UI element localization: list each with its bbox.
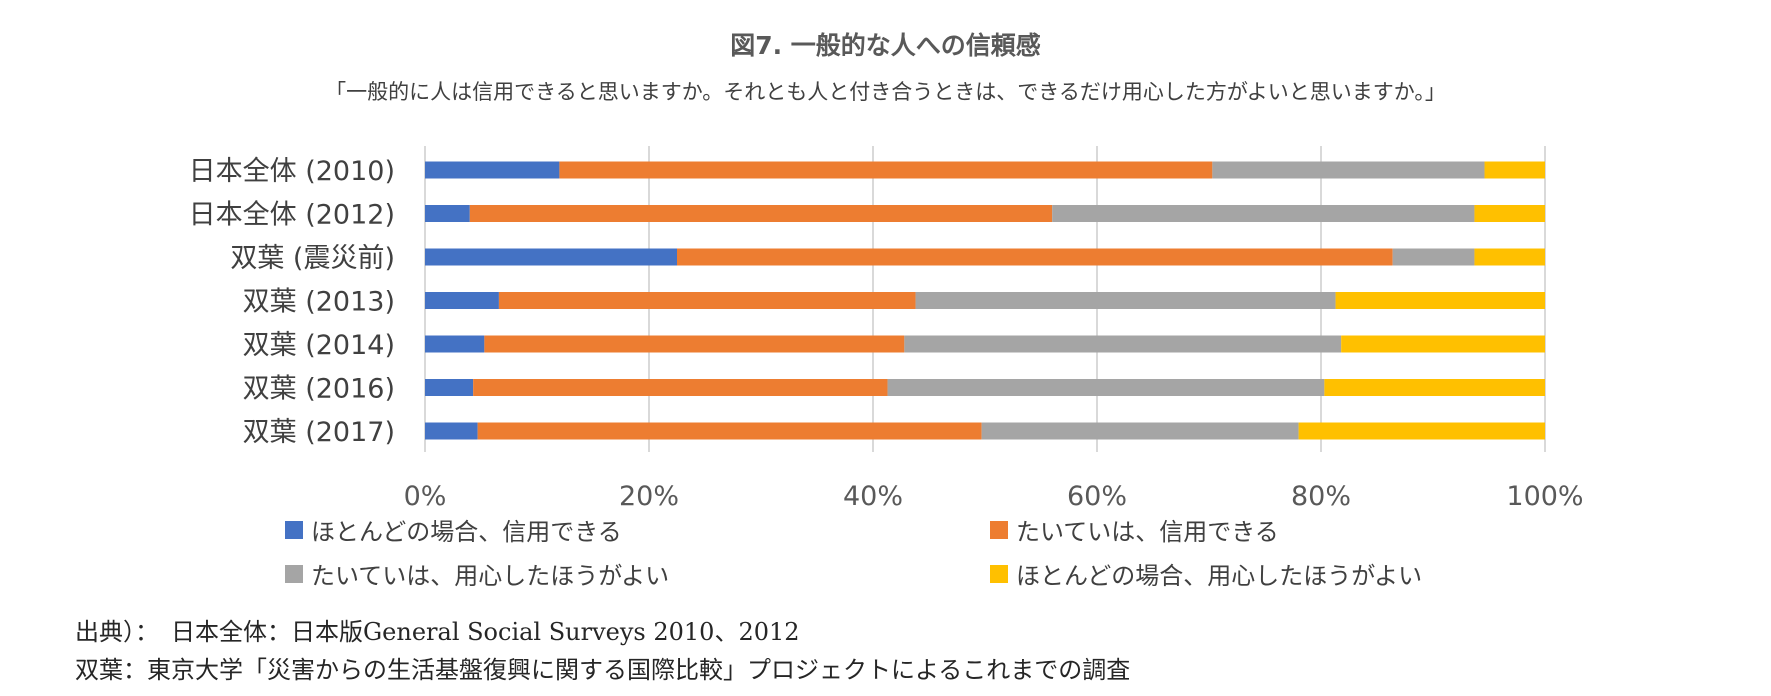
bar-segment [425,379,474,396]
bar-segment [559,161,1213,179]
bar-segment [981,422,1299,440]
legend-swatch [285,520,303,539]
bar-segment [473,379,888,396]
bar-segment [904,335,1342,353]
category-label: 双葉 (2017) [243,417,395,448]
bar-segment [425,161,560,179]
x-tick-label: 20% [619,481,679,512]
bar-segment [915,292,1336,309]
legend-item: たいていは、用心したほうがよい [285,556,669,591]
bar-segment [477,422,982,440]
bars [425,161,1545,440]
source-line-2: 双葉：東京大学「災害からの生活基盤復興に関する国際比較」プロジェクトによるこれま… [75,656,1131,684]
legend-item: ほとんどの場合、信用できる [285,512,622,547]
bar-segment [887,379,1325,396]
legend-label: ほとんどの場合、用心したほうがよい [1016,562,1423,590]
bar-segment [469,205,1053,222]
bar-segment [425,205,470,222]
x-tick-label: 40% [843,481,903,512]
bar-segment [1212,161,1485,179]
legend-swatch [990,520,1008,539]
x-tick-label: 80% [1291,481,1351,512]
bar-segment [425,422,478,440]
bar-segment [677,248,1393,266]
legend-item: たいていは、信用できる [990,512,1279,547]
bar-segment [484,335,905,353]
bar-segment [1052,205,1475,222]
x-tick-labels: 0% 20% 40% 60% 80% 100% [404,481,1584,512]
legend-label: たいていは、用心したほうがよい [311,562,670,590]
category-label: 双葉 (震災前) [230,243,395,274]
bar-segment [1335,292,1545,309]
bar-segment [1324,379,1545,396]
x-tick-label: 60% [1067,481,1127,512]
category-label: 日本全体 (2010) [189,156,395,187]
legend-label: たいていは、信用できる [1016,518,1279,546]
bar-segment [425,292,499,309]
bar-segment [1474,205,1545,222]
bar-segment [1474,248,1545,266]
category-label: 双葉 (2013) [243,287,395,318]
legend-swatch [285,564,303,583]
category-label: 双葉 (2016) [243,374,395,405]
x-tick-label: 100% [1506,481,1583,512]
bar-segment [1484,161,1545,179]
category-labels: 日本全体 (2010) 日本全体 (2012) 双葉 (震災前) 双葉 (2013) 双… [189,156,395,448]
category-label: 双葉 (2014) [243,330,395,361]
legend-item: ほとんどの場合、用心したほうがよい [990,556,1422,591]
bar-segment [425,248,677,266]
chart-subtitle: 「一般的に人は信用できると思いますか。それとも人と付き合うときは、できるだけ用心… [325,80,1446,104]
source-line-1: 出典）： 日本全体：日本版General Social Surveys 2010… [75,618,800,646]
bar-segment [498,292,916,309]
bar-segment [425,335,485,353]
bar-segment [1392,248,1475,266]
category-label: 日本全体 (2012) [189,200,395,231]
bar-segment [1298,422,1545,440]
legend-label: ほとんどの場合、信用できる [311,518,622,546]
bar-segment [1341,335,1545,353]
chart-title: 図7. 一般的な人への信頼感 [730,31,1041,60]
legend-swatch [990,564,1008,583]
x-tick-label: 0% [404,481,447,512]
